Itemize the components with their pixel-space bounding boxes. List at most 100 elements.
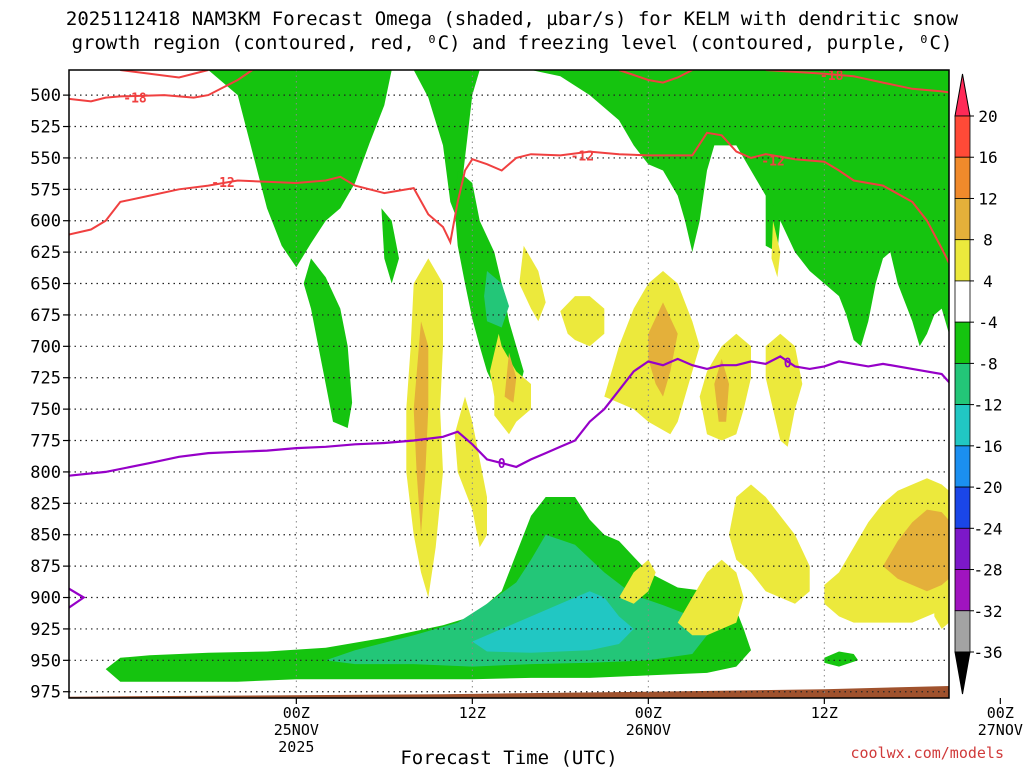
contour-label: 0: [784, 357, 792, 372]
omega-region-up_weak: [381, 208, 399, 284]
contour-label: -12: [996, 300, 1019, 315]
y-tick-label: 725: [30, 369, 61, 389]
colorbar-label: -20: [974, 478, 1003, 497]
omega-region-up_weak: [824, 651, 859, 667]
omega-region-down_weak: [765, 333, 803, 447]
y-tick-label: 600: [30, 212, 61, 232]
omega-region-down_mod: [883, 509, 949, 592]
omega-region-down_mod: [714, 358, 729, 422]
freezing-level-line: [69, 587, 86, 609]
colorbar-band: [954, 569, 971, 612]
colorbar-label: 20: [978, 107, 997, 126]
omega-region-up_weak: [303, 258, 353, 428]
omega-region-down_weak: [971, 171, 1024, 676]
colorbar-band: [954, 404, 971, 447]
y-tick-label: 850: [30, 526, 61, 546]
colorbar-label: -12: [974, 396, 1003, 415]
chart-title-line1: 2025112418 NAM3KM Forecast Omega (shaded…: [65, 8, 959, 30]
contour-label: 0: [498, 457, 506, 472]
omega-region-up_weak: [531, 70, 949, 347]
omega-region-down_weak: [677, 559, 744, 636]
x-tick-label: 00Z: [987, 704, 1014, 722]
omega-region-up_weak: [208, 70, 392, 268]
colorbar-band: [954, 156, 971, 199]
omega-region-up_strong: [472, 591, 634, 653]
y-tick-label: 950: [30, 651, 61, 671]
contour-label: -12: [571, 149, 594, 164]
colorbar-label: -28: [974, 561, 1003, 580]
y-tick-label: 625: [30, 243, 61, 263]
y-tick-label: 700: [30, 337, 61, 357]
colorbar-band: [954, 362, 971, 406]
colorbar-band: [954, 527, 971, 570]
y-tick-label: 500: [30, 86, 61, 106]
dgz-contour-line: [69, 70, 253, 103]
terrain-ground: [69, 680, 949, 698]
dgz-contour-line: [69, 131, 949, 266]
omega-region-down_weak: [560, 296, 605, 347]
x-tick-label: 2025: [278, 738, 314, 756]
dgz-contour-line: [120, 70, 209, 79]
contour-label: -12: [761, 154, 784, 169]
x-axis-label: Forecast Time (UTC): [400, 747, 617, 768]
colorbar-label: -32: [974, 602, 1003, 621]
colorbar-band: [954, 198, 971, 241]
colorbar-label: -24: [974, 519, 1003, 538]
omega-region-down_weak: [934, 585, 949, 629]
colorbar-label: -36: [974, 643, 1003, 662]
colorbar-label: 12: [978, 189, 997, 208]
x-tick-label: 27NOV: [978, 721, 1023, 739]
colorbar-band: [954, 280, 971, 323]
y-tick-label: 650: [30, 275, 61, 295]
y-tick-label: 825: [30, 494, 61, 514]
contour-label: -18: [820, 69, 844, 84]
x-tick-label: 25NOV: [274, 721, 319, 739]
colorbar-bottom-arrow: [954, 651, 971, 695]
colorbar-band: [954, 239, 971, 282]
credit-text: coolwx.com/models: [850, 744, 1004, 762]
y-tick-label: 525: [30, 118, 61, 138]
colorbar-label: 8: [983, 231, 993, 250]
colorbar-label: 16: [978, 148, 997, 167]
omega-region-down_weak: [619, 559, 656, 604]
y-tick-label: 975: [30, 683, 61, 703]
colorbar-label: 4: [983, 272, 993, 291]
y-tick-label: 750: [30, 400, 61, 420]
omega-region-down_weak: [729, 484, 810, 604]
x-tick-label: 00Z: [635, 704, 662, 722]
colorbar-band: [954, 486, 971, 529]
y-tick-label: 900: [30, 589, 61, 609]
omega-region-up_weak: [413, 70, 480, 221]
omega-region-up_mod: [1000, 127, 1024, 297]
contour-label: -12: [211, 176, 234, 191]
y-tick-label: 675: [30, 306, 61, 326]
colorbar-label: -16: [974, 437, 1003, 456]
y-tick-label: 775: [30, 432, 61, 452]
y-tick-label: 575: [30, 180, 61, 200]
colorbar-band: [954, 610, 971, 653]
omega-region-down_strong: [1000, 528, 1024, 657]
x-tick-label: 12Z: [459, 704, 486, 722]
freezing-level-line: [69, 355, 949, 477]
omega-region-down_mod: [413, 321, 429, 535]
y-tick-label: 550: [30, 149, 61, 169]
colorbar-band: [954, 445, 971, 488]
dgz-contour-line: [618, 70, 693, 84]
colorbar-band: [954, 115, 971, 158]
omega-region-up_mod: [484, 271, 509, 328]
omega-region-down_weak: [771, 220, 781, 278]
contour-label: -18: [123, 92, 147, 107]
colorbar-label: -8: [978, 354, 997, 373]
x-tick-label: 26NOV: [626, 721, 671, 739]
x-tick-label: 00Z: [283, 704, 310, 722]
chart-title-line2: growth region (contoured, red, ⁰C) and f…: [71, 32, 953, 54]
y-tick-label: 875: [30, 557, 61, 577]
colorbar-top-arrow: [954, 73, 971, 117]
colorbar-band: [954, 321, 971, 364]
omega-region-down_max: [1012, 566, 1024, 635]
y-tick-label: 800: [30, 463, 61, 483]
colorbar-label: -4: [978, 313, 997, 332]
y-tick-label: 925: [30, 620, 61, 640]
dgz-contour-line: [765, 70, 949, 94]
